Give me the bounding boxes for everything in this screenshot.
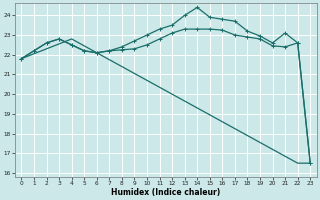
X-axis label: Humidex (Indice chaleur): Humidex (Indice chaleur): [111, 188, 220, 197]
